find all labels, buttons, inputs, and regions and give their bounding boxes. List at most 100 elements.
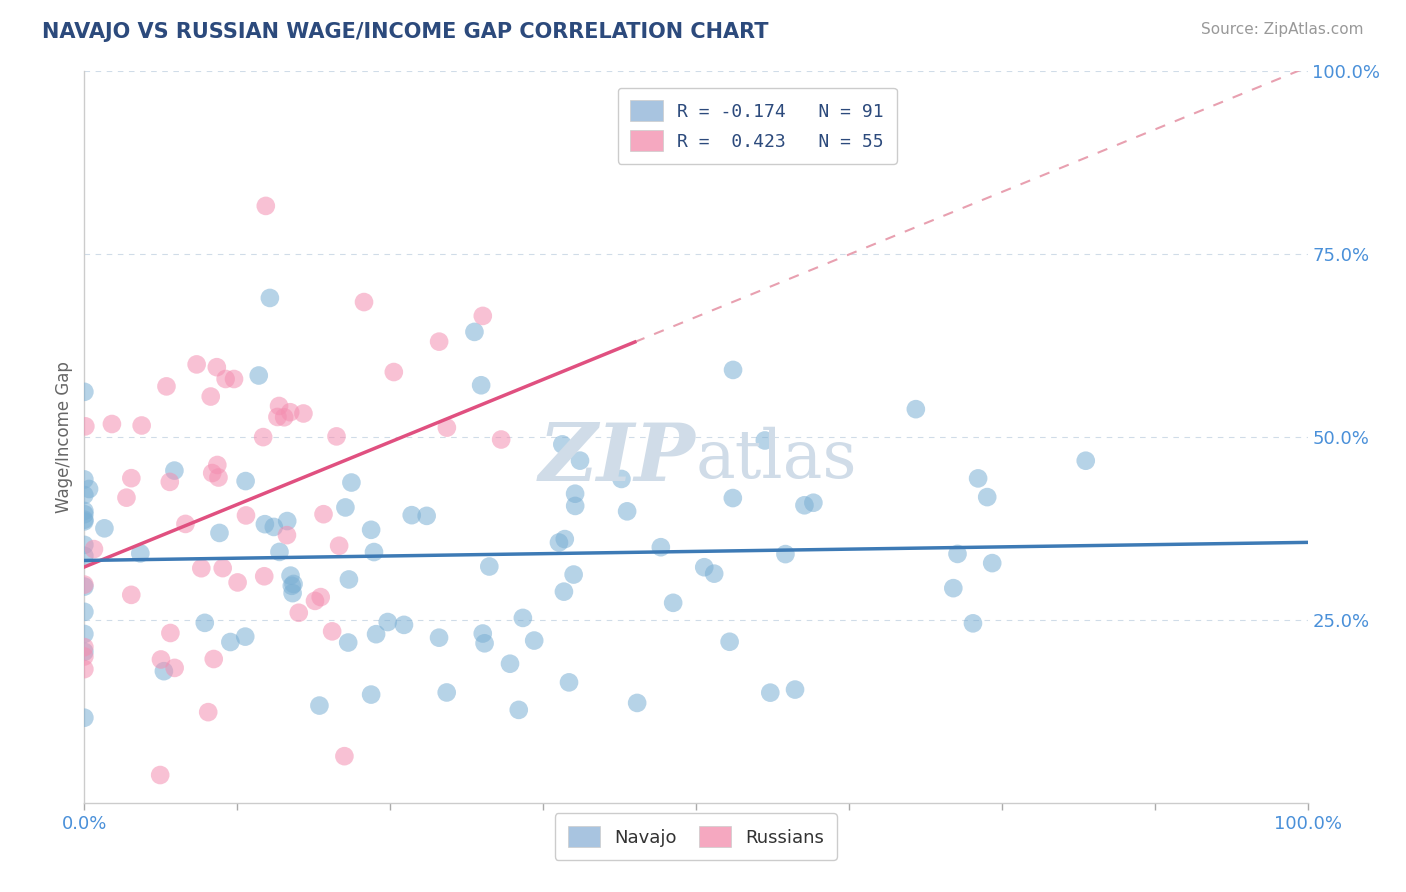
- Point: [73, 504, 96, 518]
- Point: [489, 433, 512, 447]
- Point: [211, 561, 233, 575]
- Point: [197, 705, 219, 719]
- Point: [259, 291, 281, 305]
- Point: [281, 586, 304, 600]
- Point: [73, 711, 96, 725]
- Point: [205, 360, 228, 375]
- Point: [93, 521, 115, 535]
- Point: [254, 199, 277, 213]
- Point: [73, 649, 96, 664]
- Text: atlas: atlas: [696, 426, 858, 491]
- Point: [153, 664, 176, 678]
- Point: [267, 399, 290, 413]
- Point: [194, 615, 217, 630]
- Point: [508, 703, 530, 717]
- Point: [253, 517, 276, 532]
- Point: [235, 474, 257, 488]
- Point: [463, 325, 485, 339]
- Point: [721, 363, 744, 377]
- Point: [278, 405, 301, 419]
- Point: [214, 372, 236, 386]
- Point: [73, 514, 96, 528]
- Point: [280, 568, 302, 582]
- Point: [207, 470, 229, 484]
- Legend: Navajo, Russians: Navajo, Russians: [555, 814, 837, 860]
- Point: [946, 547, 969, 561]
- Point: [353, 295, 375, 310]
- Point: [335, 500, 357, 515]
- Text: ZIP: ZIP: [538, 420, 696, 498]
- Point: [131, 418, 153, 433]
- Point: [783, 682, 806, 697]
- Point: [276, 528, 298, 542]
- Point: [328, 539, 350, 553]
- Point: [321, 624, 343, 639]
- Point: [610, 472, 633, 486]
- Point: [73, 513, 96, 527]
- Point: [115, 491, 138, 505]
- Point: [309, 590, 332, 604]
- Point: [976, 490, 998, 504]
- Point: [273, 410, 295, 425]
- Point: [149, 652, 172, 666]
- Point: [548, 535, 571, 549]
- Y-axis label: Wage/Income Gap: Wage/Income Gap: [55, 361, 73, 513]
- Point: [200, 390, 222, 404]
- Point: [382, 365, 405, 379]
- Text: Source: ZipAtlas.com: Source: ZipAtlas.com: [1201, 22, 1364, 37]
- Point: [793, 498, 815, 512]
- Point: [360, 523, 382, 537]
- Point: [73, 605, 96, 619]
- Point: [75, 419, 97, 434]
- Point: [287, 606, 309, 620]
- Point: [436, 420, 458, 434]
- Point: [333, 749, 356, 764]
- Point: [401, 508, 423, 523]
- Point: [942, 581, 965, 595]
- Point: [377, 615, 399, 629]
- Point: [163, 661, 186, 675]
- Point: [626, 696, 648, 710]
- Point: [471, 626, 494, 640]
- Point: [312, 507, 335, 521]
- Point: [364, 627, 387, 641]
- Point: [337, 635, 360, 649]
- Point: [73, 645, 96, 659]
- Point: [186, 358, 208, 372]
- Point: [775, 547, 797, 561]
- Point: [392, 618, 415, 632]
- Point: [73, 472, 96, 486]
- Point: [73, 627, 96, 641]
- Point: [474, 636, 496, 650]
- Point: [564, 499, 586, 513]
- Point: [967, 471, 990, 485]
- Point: [363, 545, 385, 559]
- Point: [803, 496, 825, 510]
- Point: [163, 464, 186, 478]
- Point: [662, 596, 685, 610]
- Point: [73, 538, 96, 552]
- Point: [73, 580, 96, 594]
- Point: [499, 657, 522, 671]
- Point: [120, 471, 142, 485]
- Point: [512, 611, 534, 625]
- Point: [73, 577, 96, 591]
- Point: [73, 488, 96, 502]
- Point: [281, 579, 304, 593]
- Point: [252, 430, 274, 444]
- Point: [616, 504, 638, 518]
- Point: [470, 378, 492, 392]
- Point: [650, 540, 672, 554]
- Point: [759, 686, 782, 700]
- Point: [754, 434, 776, 448]
- Point: [562, 567, 585, 582]
- Point: [73, 384, 96, 399]
- Point: [226, 575, 249, 590]
- Point: [149, 768, 172, 782]
- Point: [558, 675, 581, 690]
- Point: [904, 402, 927, 417]
- Point: [159, 475, 181, 489]
- Point: [83, 542, 105, 557]
- Point: [962, 616, 984, 631]
- Point: [721, 491, 744, 505]
